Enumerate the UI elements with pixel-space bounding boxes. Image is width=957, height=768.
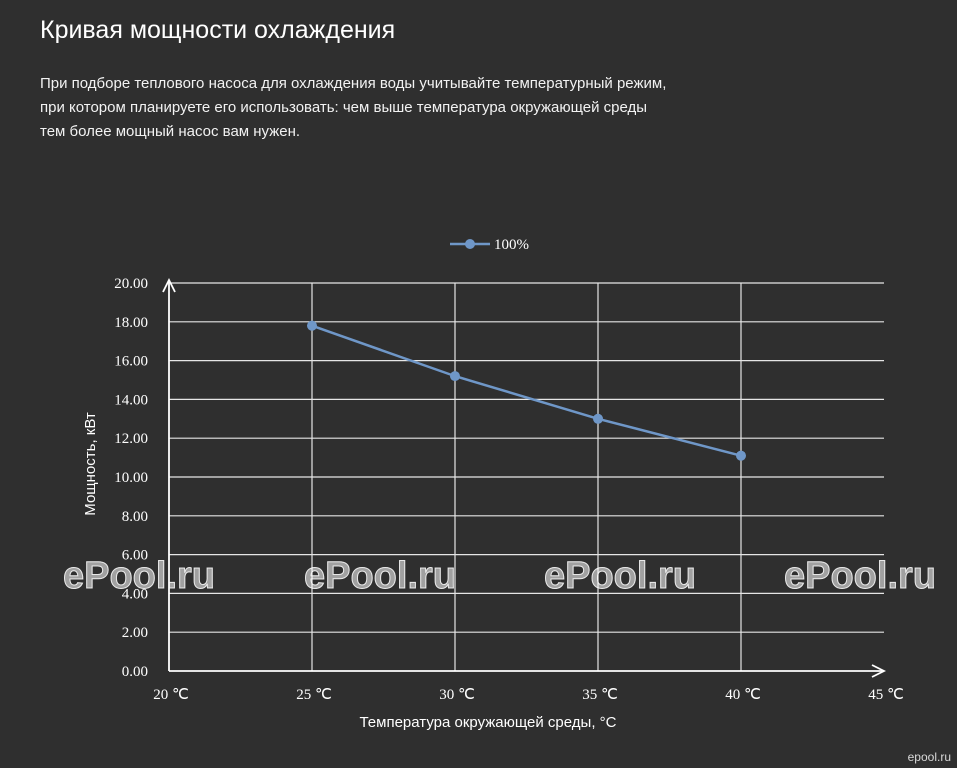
x-tick-label: 40 ℃: [725, 687, 761, 703]
y-tick-label: 10.00: [114, 470, 148, 486]
x-tick-label: 20 ℃: [153, 687, 189, 703]
x-axis-arrow: [871, 664, 887, 678]
chart-legend: 100%: [450, 237, 529, 253]
description-line: тем более мощный насос вам нужен.: [40, 123, 301, 140]
data-point: [593, 413, 603, 424]
description: При подборе теплового насоса для охлажде…: [40, 72, 800, 144]
chart-ticks: 0.00 2.00 4.00 6.00 8.00 10.00 12.00 14.00 16.00…: [114, 276, 904, 703]
y-tick-label: 0.00: [122, 664, 148, 680]
x-tick-label: 45 ℃: [868, 687, 904, 703]
y-tick-label: 18.00: [114, 315, 148, 331]
y-tick-label: 20.00: [114, 276, 148, 292]
watermark: ePool.ru ePool.ru ePool.ru ePool.ru: [62, 555, 936, 598]
y-axis-arrow: [162, 277, 176, 293]
y-tick-label: 16.00: [114, 354, 148, 370]
data-point: [307, 320, 317, 331]
y-tick-label: 8.00: [122, 509, 148, 525]
data-point: [450, 371, 460, 382]
watermark-text: ePool.ru: [304, 555, 456, 597]
x-tick-label: 30 ℃: [439, 687, 475, 703]
y-axis-label: Мощность, кВт: [82, 412, 99, 516]
series-line: [311, 324, 742, 457]
y-tick-label: 6.00: [122, 548, 148, 564]
watermark-text: ePool.ru: [784, 555, 936, 597]
description-line: при котором планируете его использовать:…: [40, 99, 648, 116]
chart-grid: [169, 282, 884, 671]
chart-axes: [162, 277, 887, 678]
watermark-text: ePool.ru: [544, 555, 696, 597]
legend-marker: [465, 239, 475, 249]
description-line: При подборе теплового насоса для охлажде…: [40, 75, 667, 92]
page-title: Кривая мощности охлаждения: [40, 16, 396, 44]
y-tick-label: 12.00: [114, 431, 148, 447]
y-tick-label: 4.00: [122, 586, 148, 602]
x-axis-label: Температура окружающей среды, °C: [359, 714, 616, 731]
x-tick-label: 35 ℃: [582, 687, 618, 703]
y-tick-label: 14.00: [114, 392, 148, 408]
legend-label: 100%: [494, 237, 529, 253]
corner-logo: epool.ru: [907, 750, 951, 764]
chart-series: [307, 320, 746, 461]
x-tick-label: 25 ℃: [296, 687, 332, 703]
watermark-text: ePool.ru: [63, 555, 215, 597]
data-point: [736, 450, 746, 461]
y-tick-label: 2.00: [122, 625, 148, 641]
